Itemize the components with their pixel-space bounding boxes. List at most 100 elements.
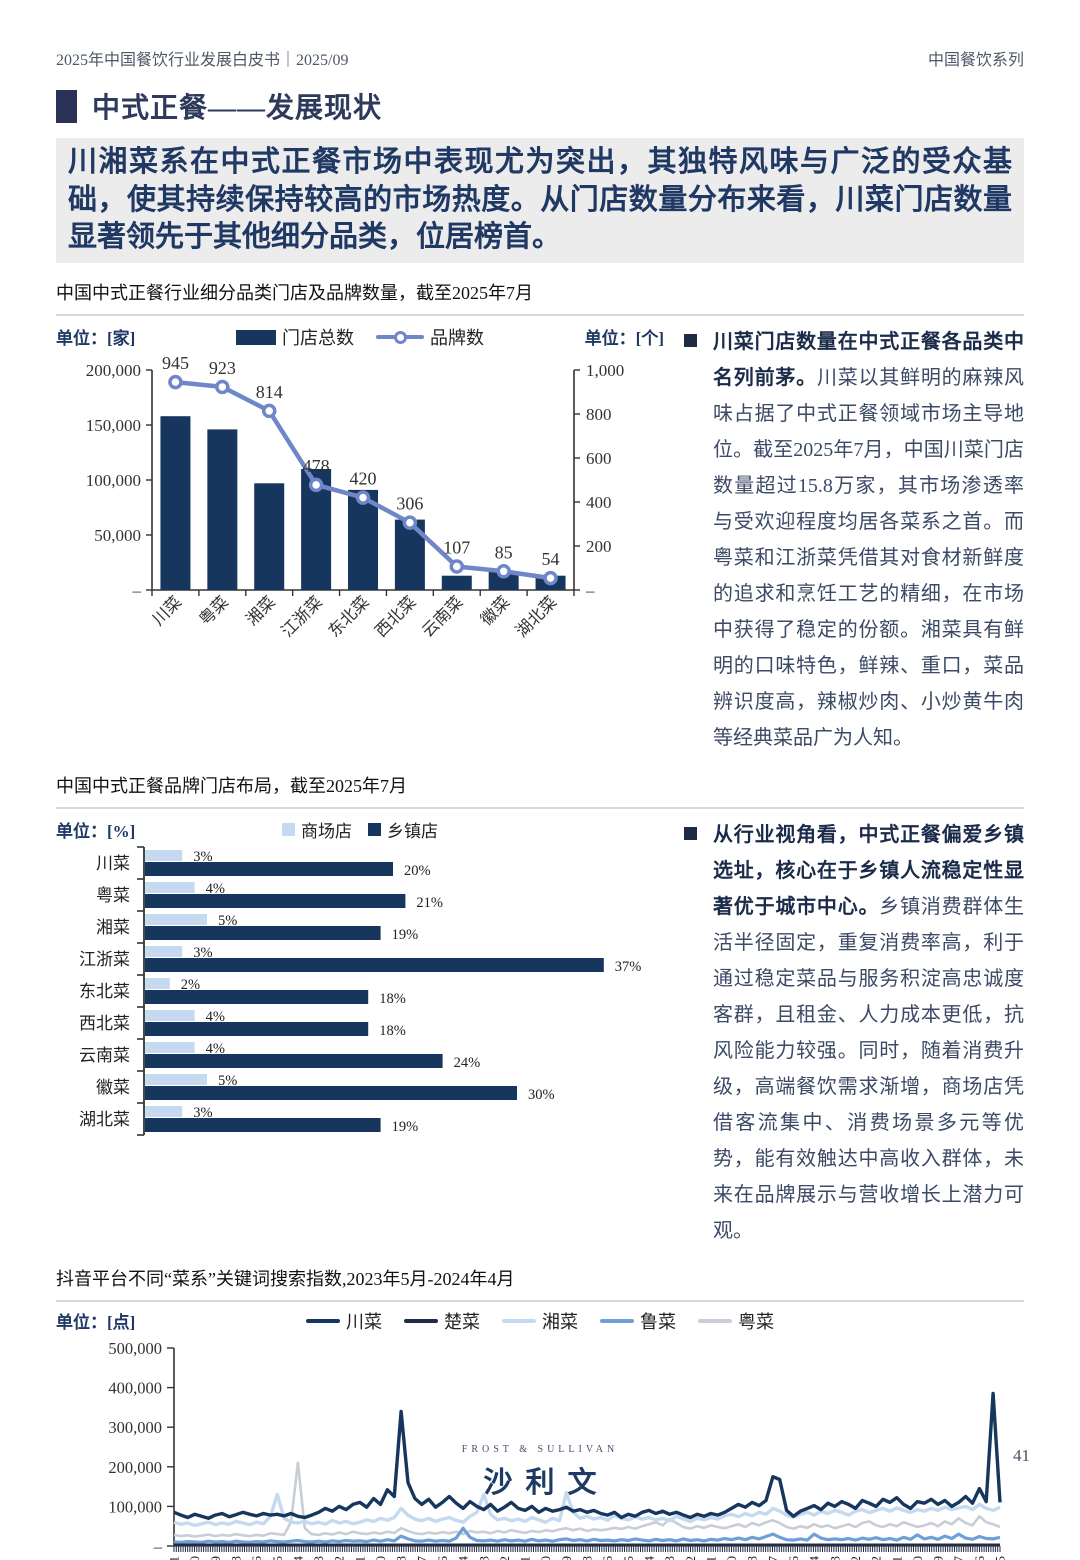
svg-text:20230624: 20230624 [290,1556,305,1560]
chart1-legend: 门店总数 品牌数 [56,324,664,350]
insight-text: 从行业视角看，中式正餐偏爱乡镇选址，核心在于乡镇人流稳定性显著优于城市中心。乡镇… [713,824,1025,1243]
svg-text:20240329: 20240329 [931,1556,946,1560]
svg-text:–: – [132,581,142,600]
highlight-callout: 川湘菜系在中式正餐市场中表现尤为突出，其独特风味与广泛的受众基础，使其持续保持较… [56,138,1024,264]
chart2-legend-row: 单位：[%] 商场店 乡镇店 [56,815,664,841]
svg-text:20230922: 20230922 [497,1556,512,1560]
svg-text:20230712: 20230712 [332,1556,347,1560]
chart3-unit: 单位：[点] [56,1313,136,1333]
svg-text:粤菜: 粤菜 [195,592,232,629]
header-left: 2025年中国餐饮行业发展白皮书｜2025/09 [56,52,349,69]
svg-text:江浙菜: 江浙菜 [79,950,130,969]
svg-text:100,000: 100,000 [108,1497,162,1516]
svg-text:5%: 5% [218,913,237,929]
legend-label: 商场店 [301,822,352,842]
svg-text:20240204: 20240204 [807,1556,822,1560]
svg-text:20231124: 20231124 [642,1556,657,1560]
line-marker-swatch-icon [376,330,424,345]
chart2-title: 中国中式正餐品牌门店布局，截至2025年7月 [56,772,1024,810]
square-swatch-icon [282,823,295,837]
bar-swatch-icon [236,329,276,345]
svg-text:徽菜: 徽菜 [477,592,514,629]
svg-text:400: 400 [586,493,612,512]
svg-text:20230510: 20230510 [187,1556,202,1560]
svg-text:4%: 4% [206,1041,225,1057]
svg-text:20231203: 20231203 [662,1556,677,1560]
svg-text:20240117: 20240117 [765,1556,780,1560]
svg-text:20230501: 20230501 [167,1556,182,1560]
insight-chuancai: 川菜门店数量在中式正餐各品类中名列前茅。川菜以其鲜明的麻辣风味占据了中式正餐领域… [684,322,1024,756]
svg-text:24%: 24% [454,1055,481,1071]
bullet-square-icon [684,334,697,348]
svg-text:湘菜: 湘菜 [96,918,130,937]
chart3-legend-row: 单位：[点] 川菜 楚菜 湘菜 鲁菜 粤菜 [56,1306,1024,1336]
legend-label: 鲁菜 [640,1312,676,1333]
svg-text:20240302: 20240302 [869,1556,884,1560]
svg-text:–: – [153,1537,163,1556]
svg-text:50,000: 50,000 [94,526,141,545]
svg-text:20240320: 20240320 [910,1556,925,1560]
legend-item-mall: 商场店 [282,817,352,842]
svg-text:20240311: 20240311 [889,1556,904,1560]
legend-item: 粤菜 [698,1308,774,1334]
svg-text:20240425: 20240425 [993,1556,1008,1560]
svg-text:20%: 20% [404,863,431,879]
svg-text:湖北菜: 湖北菜 [79,1110,130,1129]
legend-item: 川菜 [306,1308,382,1334]
svg-text:20230528: 20230528 [228,1556,243,1560]
svg-text:–: – [585,581,595,600]
svg-text:814: 814 [256,382,283,402]
svg-text:川菜: 川菜 [149,592,186,629]
svg-text:西北菜: 西北菜 [79,1014,130,1033]
svg-text:20231010: 20231010 [538,1556,553,1560]
chart2-unit: 单位：[%] [56,822,136,842]
legend-item: 鲁菜 [600,1308,676,1334]
page-header: 2025年中国餐饮行业发展白皮书｜2025/09 中国餐饮系列 [56,0,1024,70]
svg-text:5%: 5% [218,1073,237,1089]
svg-text:20230519: 20230519 [208,1556,223,1560]
svg-text:20240222: 20240222 [848,1556,863,1560]
svg-text:20240108: 20240108 [745,1556,760,1560]
svg-text:18%: 18% [379,1023,406,1039]
legend-item-brands: 品牌数 [376,324,484,350]
svg-text:江浙菜: 江浙菜 [278,592,326,640]
svg-text:4%: 4% [206,881,225,897]
chart3-title: 抖音平台不同“菜系”关键词搜索指数,2023年5月-2024年4月 [56,1265,1024,1303]
legend-label: 门店总数 [282,328,354,349]
svg-text:20231221: 20231221 [703,1556,718,1560]
square-swatch-icon [368,823,381,837]
svg-text:107: 107 [443,538,470,558]
svg-text:100,000: 100,000 [86,471,141,490]
svg-text:西北菜: 西北菜 [371,592,419,640]
chart1-row: 单位：[家] 门店总数 品牌数 [56,322,1024,756]
section-title: 中式正餐——发展现状 [56,86,1024,126]
svg-text:20231106: 20231106 [600,1556,615,1560]
chart-store-layout: 单位：[%] 商场店 乡镇店 川菜 粤菜 湘菜 江浙菜 东北菜 西北菜 云南菜 徽菜 湖北菜 3%… [56,815,664,1249]
bullet-square-icon [684,827,697,841]
legend-item: 楚菜 [404,1308,480,1334]
svg-text:400,000: 400,000 [108,1379,162,1398]
title-square-icon [56,89,77,123]
svg-text:200: 200 [586,537,612,556]
svg-text:18%: 18% [379,991,406,1007]
page-number: 41 [1013,1446,1030,1465]
svg-text:800: 800 [586,405,612,424]
svg-text:37%: 37% [615,959,642,975]
svg-text:川菜: 川菜 [96,854,130,873]
svg-text:306: 306 [396,494,423,514]
svg-text:徽菜: 徽菜 [96,1078,130,1097]
svg-text:粤菜: 粤菜 [96,886,130,905]
svg-text:湖北菜: 湖北菜 [512,592,560,640]
svg-text:150,000: 150,000 [86,416,141,435]
svg-text:600: 600 [586,449,612,468]
svg-text:东北菜: 东北菜 [324,592,372,640]
svg-text:20230913: 20230913 [476,1556,491,1560]
svg-text:200,000: 200,000 [108,1458,162,1477]
line-swatch-icon [600,1318,634,1324]
svg-text:19%: 19% [392,1119,419,1135]
chart-stores-brands: 单位：[家] 门店总数 品牌数 [56,322,664,756]
svg-text:云南菜: 云南菜 [79,1046,130,1065]
svg-text:20231028: 20231028 [580,1556,595,1560]
